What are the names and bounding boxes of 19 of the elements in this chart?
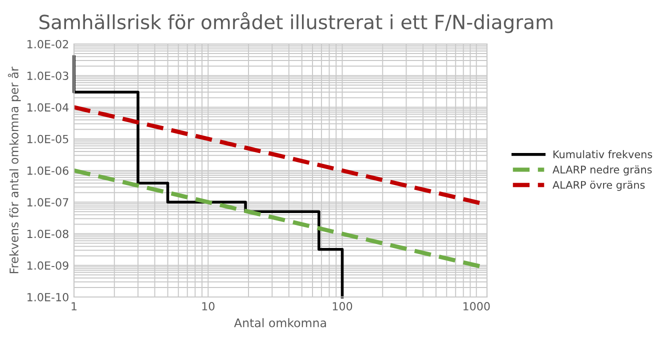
y-axis-title: Frekvens för antal omkomna per år — [8, 66, 21, 274]
x-tick-label: 1000 — [463, 302, 490, 310]
y-tick-label: 1.0E-05 — [28, 134, 68, 144]
y-tick-label: 1.0E-07 — [28, 198, 68, 207]
y-tick-label: 1.0E-10 — [28, 292, 68, 302]
y-tick-label: 1.0E-03 — [28, 72, 68, 80]
y-tick-label: 1.0E-02 — [28, 40, 68, 48]
legend-label: Kumulativ frekvens — [554, 150, 652, 158]
chart-title: Samhällsrisk för området illustrerat i ett F/N-diagram — [40, 12, 552, 34]
x-tick-label: 100 — [332, 302, 352, 310]
legend-label: ALARP övre gräns — [552, 180, 645, 191]
y-tick-label: 1.0E-09 — [28, 261, 68, 270]
y-tick-label: 1.0E-06 — [28, 166, 68, 175]
x-tick-label: 1 — [72, 302, 77, 310]
y-tick-label: 1.0E-04 — [28, 103, 69, 112]
x-tick-label: 10 — [202, 302, 214, 310]
y-tick-label: 1.0E-08 — [28, 230, 68, 238]
legend-label: ALARP nedre gräns — [552, 165, 652, 176]
x-axis-title: Antal omkomna — [234, 318, 326, 328]
